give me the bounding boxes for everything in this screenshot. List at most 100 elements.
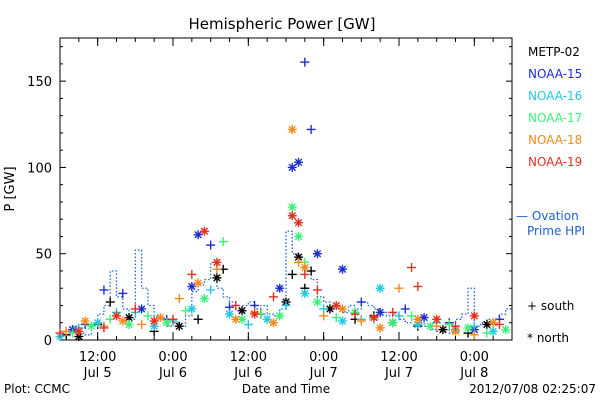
noaa-18-south-point [356,316,366,326]
noaa-19-south-point [231,300,241,310]
metp-02-south-point [287,269,297,279]
noaa-19-north-point [112,311,121,321]
noaa-19-north-point [287,211,297,221]
x-axis-label: Date and Time [242,382,330,396]
south-marker-legend: + south [527,299,574,313]
legend-item-noaa-16: NOAA-16 [528,89,582,103]
noaa-19-south-point [55,328,65,338]
noaa-16-north-point [225,309,234,319]
metp-02-north-point [237,306,247,316]
noaa-16-north-point [262,314,272,324]
noaa-18-north-point [118,316,128,326]
noaa-15-north-point [312,249,322,259]
noaa-19-south-point [350,309,360,319]
ovation-label-line1: — Ovation [516,209,579,223]
noaa-15-north-point [375,307,385,317]
y-tick-label: 50 [35,248,52,263]
noaa-16-north-point [488,326,498,336]
noaa-17-south-point [68,328,78,338]
noaa-18-north-point [413,314,423,324]
noaa-16-south-point [281,300,291,310]
noaa-18-north-point [268,318,278,328]
noaa-17-north-point [294,231,304,241]
noaa-17-south-point [331,313,341,323]
x-tick-time: 12:00 [79,350,116,365]
noaa-18-south-point [319,311,329,321]
noaa-17-north-point [199,294,209,304]
x-tick-date: Jul 8 [459,366,488,381]
noaa-19-south-point [187,269,197,279]
noaa-15-north-point [275,283,285,293]
metp-02-north-point [438,325,448,335]
x-tick-date: Jul 5 [83,366,112,381]
noaa-19-north-point [432,314,442,324]
noaa-18-north-point [287,124,297,134]
noaa-17-north-point [501,325,511,335]
noaa-18-north-point [375,323,385,333]
metp-02-north-point [212,273,222,283]
noaa-17-south-point [143,311,153,321]
y-tick-label: 0 [44,334,52,349]
noaa-19-north-point [199,226,209,236]
y-axis-ticks: 0 50 100 150 [27,46,512,349]
noaa-19-south-point [407,263,417,273]
noaa-16-south-point [206,285,216,295]
x-tick-time: 0:00 [309,350,338,365]
data-points [55,57,511,342]
noaa-19-north-point [469,311,479,321]
legend-item-noaa-18: NOAA-18 [528,133,582,147]
noaa-19-north-point [212,257,222,267]
noaa-17-south-point [218,237,228,247]
noaa-15-north-point [287,162,297,172]
noaa-15-south-point [206,240,216,250]
plot-timestamp: 2012/07/08 02:25:07 [469,382,596,396]
noaa-19-south-point [451,321,460,331]
noaa-19-north-point [250,309,260,319]
noaa-19-south-point [130,304,140,314]
noaa-19-north-point [369,313,379,323]
noaa-15-south-point [306,124,316,134]
noaa-17-south-point [444,319,454,329]
noaa-17-north-point [287,202,297,212]
x-tick-date: Jul 7 [309,366,338,381]
noaa-15-north-point [137,304,147,314]
noaa-18-south-point [294,257,304,267]
noaa-15-north-point [294,157,304,167]
noaa-18-south-point [394,283,404,293]
chart-title: Hemispheric Power [GW] [189,15,376,33]
y-tick-label: 100 [27,161,52,176]
x-tick-date: Jul 6 [158,366,187,381]
noaa-18-north-point [488,318,498,328]
noaa-16-north-point [300,288,310,298]
metp-02-north-point [325,304,335,314]
noaa-19-south-point [268,292,278,302]
x-tick-date: Jul 7 [384,366,413,381]
noaa-18-south-point [469,330,479,340]
noaa-16-north-point [338,316,347,326]
north-marker-legend: * north [527,331,569,345]
legend-item-noaa-15: NOAA-15 [528,67,582,81]
noaa-18-north-point [80,316,90,326]
noaa-17-north-point [425,321,435,331]
noaa-15-south-point [118,288,128,298]
noaa-16-south-point [243,319,253,329]
noaa-15-south-point [99,285,109,295]
noaa-15-north-point [338,264,347,274]
noaa-17-north-point [86,321,96,331]
legend-item-noaa-17: NOAA-17 [528,111,582,125]
noaa-18-north-point [155,313,165,323]
legend-item-noaa-19: NOAA-19 [528,155,582,169]
noaa-17-south-point [105,314,115,324]
noaa-17-north-point [275,311,285,321]
noaa-15-north-point [419,313,429,323]
noaa-16-south-point [469,321,479,331]
y-tick-label: 150 [27,75,52,90]
noaa-17-north-point [237,314,247,324]
noaa-15-south-point [300,57,310,67]
x-tick-date: Jul 6 [233,366,262,381]
noaa-19-south-point [312,285,322,295]
metp-02-north-point [482,319,492,329]
noaa-16-north-point [93,318,103,328]
